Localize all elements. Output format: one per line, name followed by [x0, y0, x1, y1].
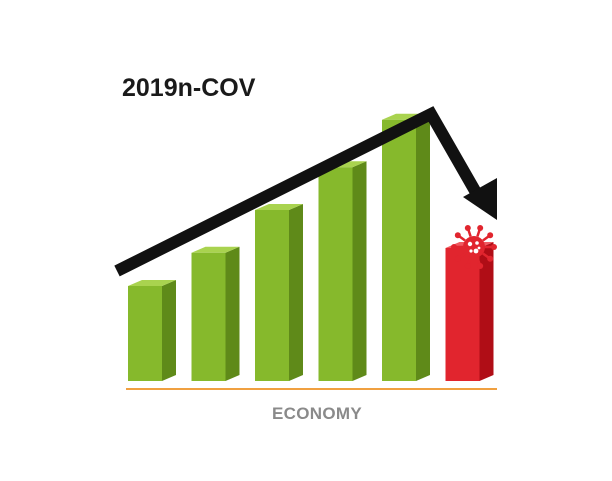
trend-arrow-head	[463, 178, 497, 220]
virus-spike-tip	[487, 232, 494, 239]
virus-spike-tip	[477, 263, 484, 270]
bar-side	[225, 246, 240, 381]
virus-spot	[477, 246, 481, 250]
bar-side	[162, 280, 176, 381]
bar-front	[318, 167, 353, 381]
bar-front	[191, 252, 226, 381]
virus-spike-tip	[454, 232, 461, 239]
bar-top	[191, 246, 240, 253]
virus-spike-tip	[491, 244, 497, 250]
bar-3	[255, 204, 303, 381]
virus-spot	[469, 249, 473, 253]
virus-spike-tip	[451, 244, 457, 250]
bar-4	[318, 161, 367, 381]
bar-side	[479, 242, 494, 381]
virus-spot	[473, 248, 479, 254]
bar-5	[382, 113, 430, 381]
virus-body	[463, 236, 485, 258]
bar-1	[128, 280, 176, 381]
bar-6	[445, 242, 494, 381]
bar-side	[352, 161, 367, 381]
virus-spike-tip	[454, 255, 461, 262]
virus-icon	[451, 224, 497, 270]
trend-arrow-line	[114, 106, 484, 277]
bar-side	[416, 113, 430, 381]
bar-top	[255, 204, 303, 210]
virus-spike-tip	[487, 255, 494, 262]
virus-spike-tip	[464, 263, 471, 270]
bars-layer	[128, 113, 494, 381]
virus-spike-tip	[477, 224, 484, 231]
virus-spot	[467, 241, 473, 247]
virus-spot	[475, 241, 479, 245]
bar-front	[445, 248, 480, 381]
bar-side	[289, 204, 303, 381]
chart-title: 2019n-COV	[122, 74, 256, 102]
x-axis-label: ECONOMY	[272, 404, 362, 423]
bar-front	[382, 119, 416, 381]
bar-top	[128, 280, 176, 286]
virus-spike-tip	[464, 224, 471, 231]
bar-front	[128, 286, 162, 381]
bar-front	[255, 210, 289, 381]
bar-2	[191, 246, 240, 381]
